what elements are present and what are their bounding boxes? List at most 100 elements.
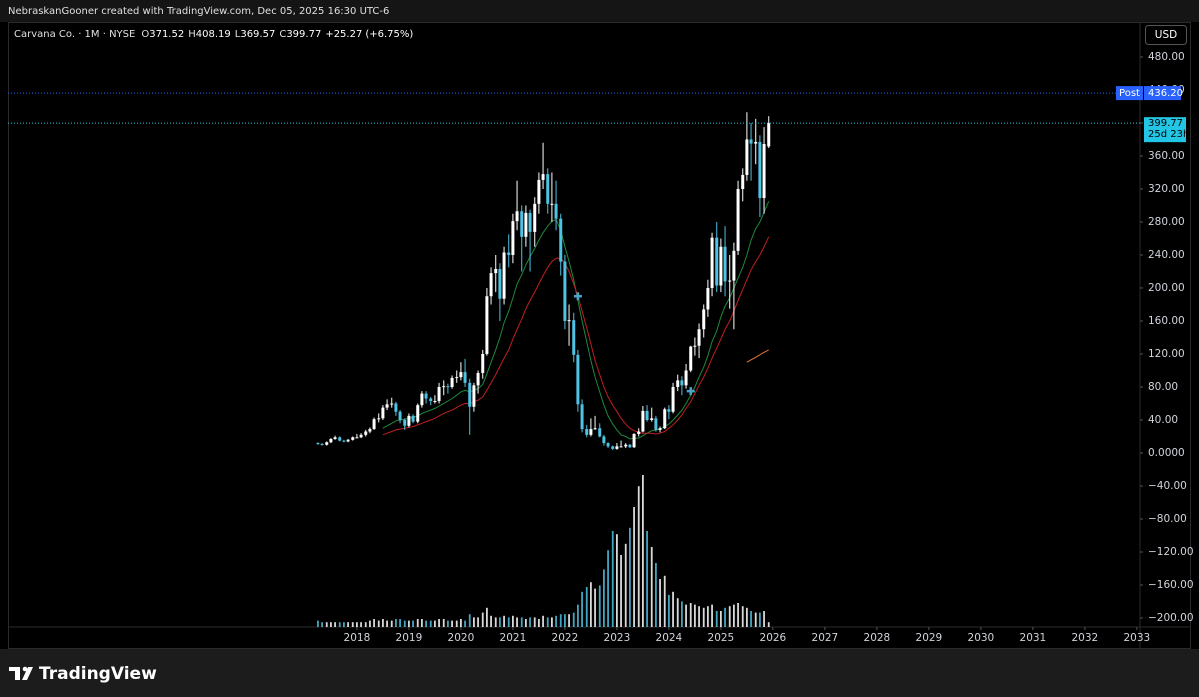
volume-bar: [698, 606, 700, 627]
candle-body: [702, 309, 706, 330]
volume-bar: [386, 620, 388, 627]
volume-bar: [737, 603, 739, 627]
volume-bar: [442, 619, 445, 627]
volume-bar: [538, 619, 540, 627]
candle-body: [390, 403, 394, 405]
candle-body: [576, 354, 580, 405]
ohlc-value: 408.19: [196, 29, 231, 40]
volume-bar: [486, 607, 488, 627]
volume-bar: [637, 486, 640, 627]
volume-bar: [455, 620, 458, 627]
volume-bar: [763, 611, 765, 627]
candle-body: [559, 218, 563, 262]
volume-bar: [408, 620, 410, 627]
candle-body: [541, 174, 545, 180]
change-pct: (+6.75%): [365, 29, 413, 40]
post-badge: [1116, 86, 1143, 101]
ohlc-label: H: [188, 29, 196, 40]
candle-body: [455, 377, 459, 379]
volume-bar: [581, 591, 583, 627]
candle-body: [338, 437, 342, 441]
volume-bar: [451, 620, 453, 627]
x-tick-label: 2033: [1124, 632, 1151, 644]
candle-body: [606, 443, 610, 447]
candle-body: [706, 287, 710, 310]
volume-bar: [494, 617, 497, 627]
volume-bar: [615, 534, 618, 627]
candle-body: [403, 419, 407, 426]
ohlc-value: 371.52: [149, 29, 184, 40]
candle-body: [710, 237, 714, 288]
volume-bar: [559, 614, 562, 627]
candle-body: [728, 280, 732, 282]
candle-body: [554, 203, 558, 219]
volume-bar: [624, 543, 627, 627]
candle-body: [528, 212, 532, 232]
volume-bar: [438, 619, 440, 627]
candle-body: [394, 403, 398, 412]
x-tick-label: 2018: [344, 632, 371, 644]
volume-bar: [525, 619, 527, 627]
volume-bar: [542, 615, 544, 627]
volume-bar: [520, 617, 523, 627]
candle-body: [650, 418, 654, 420]
ohlc-label: L: [235, 29, 241, 40]
x-tick-label: 2022: [552, 632, 579, 644]
y-tick-label: −200.00: [1148, 612, 1194, 624]
candle-body: [572, 320, 576, 355]
y-tick-label: −80.00: [1148, 513, 1187, 525]
candle-body: [450, 377, 454, 387]
volume-bar: [663, 575, 666, 627]
logo: [9, 666, 33, 680]
chart-frame: [8, 22, 1191, 649]
volume-bar: [412, 620, 414, 627]
volume-bar: [750, 611, 752, 627]
y-tick-label: 120.00: [1148, 348, 1185, 360]
volume-bar: [594, 588, 596, 627]
volume-bar: [516, 617, 518, 627]
x-tick-label: 2019: [396, 632, 423, 644]
ohlc-value: 399.77: [286, 29, 321, 40]
volume-bar: [564, 614, 566, 627]
post-label: Post: [1119, 88, 1140, 99]
candle-body: [359, 434, 363, 438]
candle-body: [598, 428, 602, 437]
y-tick-label: 280.00: [1148, 216, 1185, 228]
candle-body: [485, 296, 489, 354]
volume-bar: [360, 622, 362, 627]
candle-body: [364, 431, 368, 435]
volume-bar: [382, 619, 384, 627]
volume-bar: [659, 579, 661, 627]
candle-body: [546, 174, 550, 204]
candle-body: [377, 418, 381, 420]
volume-bar: [589, 582, 592, 627]
volume-bar: [620, 555, 622, 627]
candle-body: [437, 386, 441, 402]
volume-bar: [641, 475, 644, 627]
volume-bar: [447, 620, 449, 627]
volume-bar: [343, 622, 345, 627]
candle-body: [502, 252, 506, 299]
candle-body: [507, 252, 511, 255]
candle-body: [476, 372, 480, 386]
last-value: 399.77: [1148, 118, 1183, 129]
candle-body: [593, 428, 597, 430]
volume-bar: [685, 604, 687, 627]
volume-bar: [403, 620, 406, 627]
y-tick-label: −120.00: [1148, 546, 1194, 558]
candle-body: [745, 139, 749, 175]
countdown: 25d 23h: [1148, 129, 1189, 140]
candle-body: [524, 212, 528, 237]
x-tick-label: 2027: [812, 632, 839, 644]
candle-body: [619, 446, 623, 448]
volume-bar: [745, 607, 748, 627]
candle-body: [498, 269, 502, 299]
legend-text: Carvana Co. · 1M · NYSE O371.52 H408.19 L36…: [14, 29, 413, 40]
candle-body: [602, 436, 606, 444]
header-bar: [0, 0, 1199, 22]
candle-body: [684, 370, 688, 386]
volume-bar: [347, 622, 349, 627]
candle-body: [680, 380, 684, 386]
volume-bar: [650, 547, 653, 627]
